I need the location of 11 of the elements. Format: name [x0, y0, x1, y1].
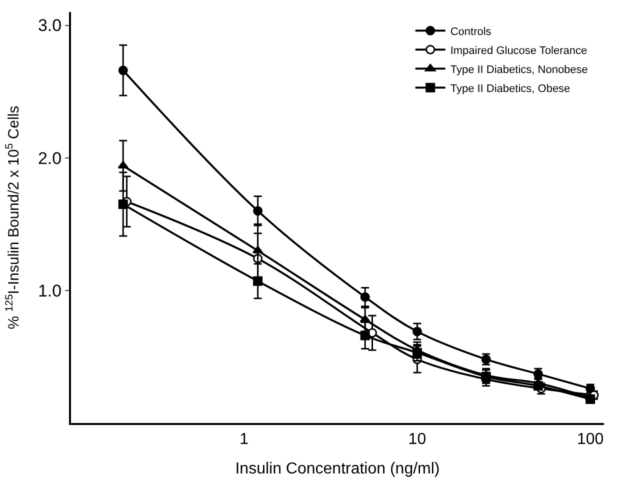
- x-axis-title: Insulin Concentration (ng/ml): [235, 460, 440, 478]
- x-tick-label: 100: [576, 431, 604, 448]
- legend-label: Type II Diabetics, Obese: [450, 82, 570, 95]
- y-tick-label: 3.0: [38, 16, 62, 36]
- legend-label: Controls: [450, 26, 492, 38]
- y-tick-label: 2.0: [38, 148, 62, 168]
- legend-label: Impaired Glucose Tolerance: [450, 44, 588, 57]
- x-tick-label: 10: [408, 431, 426, 448]
- y-tick-label: 1.0: [38, 281, 62, 300]
- x-tick-label: 1: [240, 431, 249, 448]
- legend-label: Type II Diabetics, Nonobese: [450, 64, 588, 76]
